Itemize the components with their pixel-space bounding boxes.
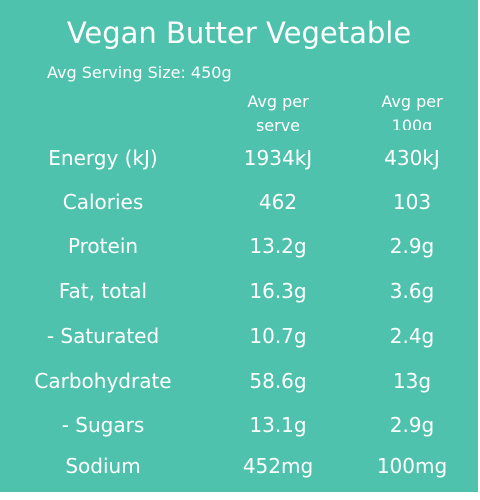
per-serve-value: 16.3g	[249, 279, 307, 303]
column-header-line: serve	[255, 116, 301, 135]
nutrient-row-fat-total: Fat, total 16.3g 3.6g	[0, 276, 478, 306]
per-serve-value: 452mg	[242, 454, 314, 478]
per-serve-value: 13.1g	[249, 413, 307, 437]
per-100g-value: 13g	[392, 369, 432, 393]
per-serve-value: 462	[258, 190, 298, 214]
per-serve-value: 58.6g	[249, 369, 307, 393]
column-header-line: 100g	[391, 116, 433, 130]
nutrient-label: Protein	[67, 234, 139, 258]
per-100g-value: 100mg	[376, 454, 448, 478]
per-serve-value: 10.7g	[249, 324, 307, 348]
per-100g-value: 2.4g	[389, 324, 435, 348]
nutrient-row-sugars: - Sugars 13.1g 2.9g	[0, 410, 478, 440]
column-header-line: Avg per	[381, 92, 443, 111]
nutrient-label: Sodium	[65, 454, 141, 478]
nutrient-row-energy: Energy (kJ) 1934kJ 430kJ	[0, 143, 478, 173]
nutrient-label: - Saturated	[46, 324, 160, 348]
column-header-per-serve: Avg per serve	[218, 90, 338, 138]
per-100g-value: 2.9g	[389, 413, 435, 437]
nutrient-label: Fat, total	[58, 279, 148, 303]
nutrient-row-sodium: Sodium 452mg 100mg	[0, 451, 478, 481]
nutrient-label: - Sugars	[61, 413, 145, 437]
column-header-line: Avg per	[247, 92, 309, 111]
per-100g-value: 2.9g	[389, 234, 435, 258]
nutrient-row-carbohydrate: Carbohydrate 58.6g 13g	[0, 366, 478, 396]
nutrient-label: Carbohydrate	[34, 369, 172, 393]
per-100g-value: 3.6g	[389, 279, 435, 303]
per-serve-value: 1934kJ	[243, 146, 313, 170]
per-100g-value: 430kJ	[384, 146, 440, 170]
nutrient-row-calories: Calories 462 103	[0, 187, 478, 217]
nutrient-row-saturated: - Saturated 10.7g 2.4g	[0, 321, 478, 351]
nutrient-label: Calories	[62, 190, 144, 214]
column-header-per-100g: Avg per 100g	[352, 90, 472, 130]
nutrition-panel: Vegan Butter Vegetable Avg Serving Size:…	[0, 0, 478, 492]
nutrient-label: Energy (kJ)	[48, 146, 158, 170]
panel-title: Vegan Butter Vegetable	[66, 16, 412, 50]
per-serve-value: 13.2g	[249, 234, 307, 258]
nutrient-row-protein: Protein 13.2g 2.9g	[0, 231, 478, 261]
serving-size: Avg Serving Size: 450g	[47, 63, 232, 82]
per-100g-value: 103	[392, 190, 432, 214]
